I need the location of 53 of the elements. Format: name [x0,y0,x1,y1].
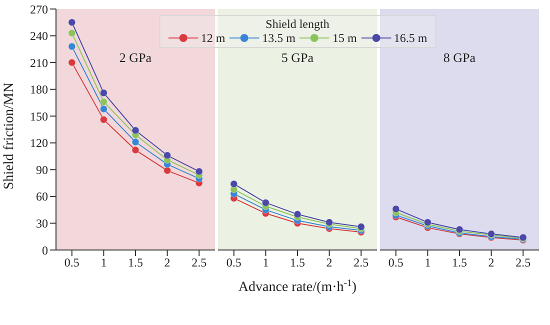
point [164,166,172,174]
legend-label: 16.5 m [394,31,428,45]
y-tick-label: 90 [36,162,48,177]
x-tick-label: 0.5 [64,256,80,270]
y-tick-label: 270 [30,2,48,16]
point [392,205,400,213]
point [100,116,108,124]
x-tick-label: 0.5 [388,256,404,270]
legend-title: Shield length [264,17,330,31]
y-tick-label: 0 [42,243,48,258]
point [132,126,140,134]
point [195,168,203,176]
x-tick-label: 1 [424,256,431,270]
band-label: 2 GPa [119,50,152,66]
y-tick-label: 120 [30,136,48,150]
point [164,152,172,160]
band-label: 8 GPa [443,50,476,66]
x-tick-label: 2 [488,256,494,270]
legend-label: 12 m [200,31,226,45]
y-tick-label: 210 [30,56,48,70]
band-label: 5 GPa [281,50,314,66]
y-axis-title: Shield friction/MN [2,82,17,190]
y-tick-label: 180 [30,82,48,97]
x-tick-label: 1 [100,256,107,270]
y-tick-label: 150 [30,109,48,124]
point [132,138,140,146]
point [68,29,76,37]
x-tick-label: 1.5 [128,256,143,270]
point [294,210,302,218]
y-tick-label: 240 [30,29,48,44]
x-tick-label: 2.5 [516,256,531,270]
y-tick-label: 30 [36,216,48,230]
legend-label: 15 m [332,31,357,45]
x-tick-label: 1.5 [290,256,305,270]
legend-label: 13.5 m [262,31,296,45]
point [100,105,108,113]
point [262,198,270,206]
x-tick-label: 2 [326,256,332,270]
point [68,58,76,66]
point [68,42,76,50]
x-axis-title: Advance rate/(m·h$^{-1}$) [238,278,357,295]
point [100,89,108,97]
x-tick-label: 1 [262,256,269,270]
x-tick-label: 1.5 [452,256,467,270]
point [100,98,108,106]
x-tick-label: 2.5 [192,256,207,270]
point [230,180,238,188]
x-tick-label: 2.5 [354,256,369,270]
x-tick-label: 2 [164,256,170,270]
y-tick-label: 60 [36,190,48,204]
point [132,146,140,154]
point [68,18,76,26]
x-tick-label: 0.5 [226,256,242,270]
